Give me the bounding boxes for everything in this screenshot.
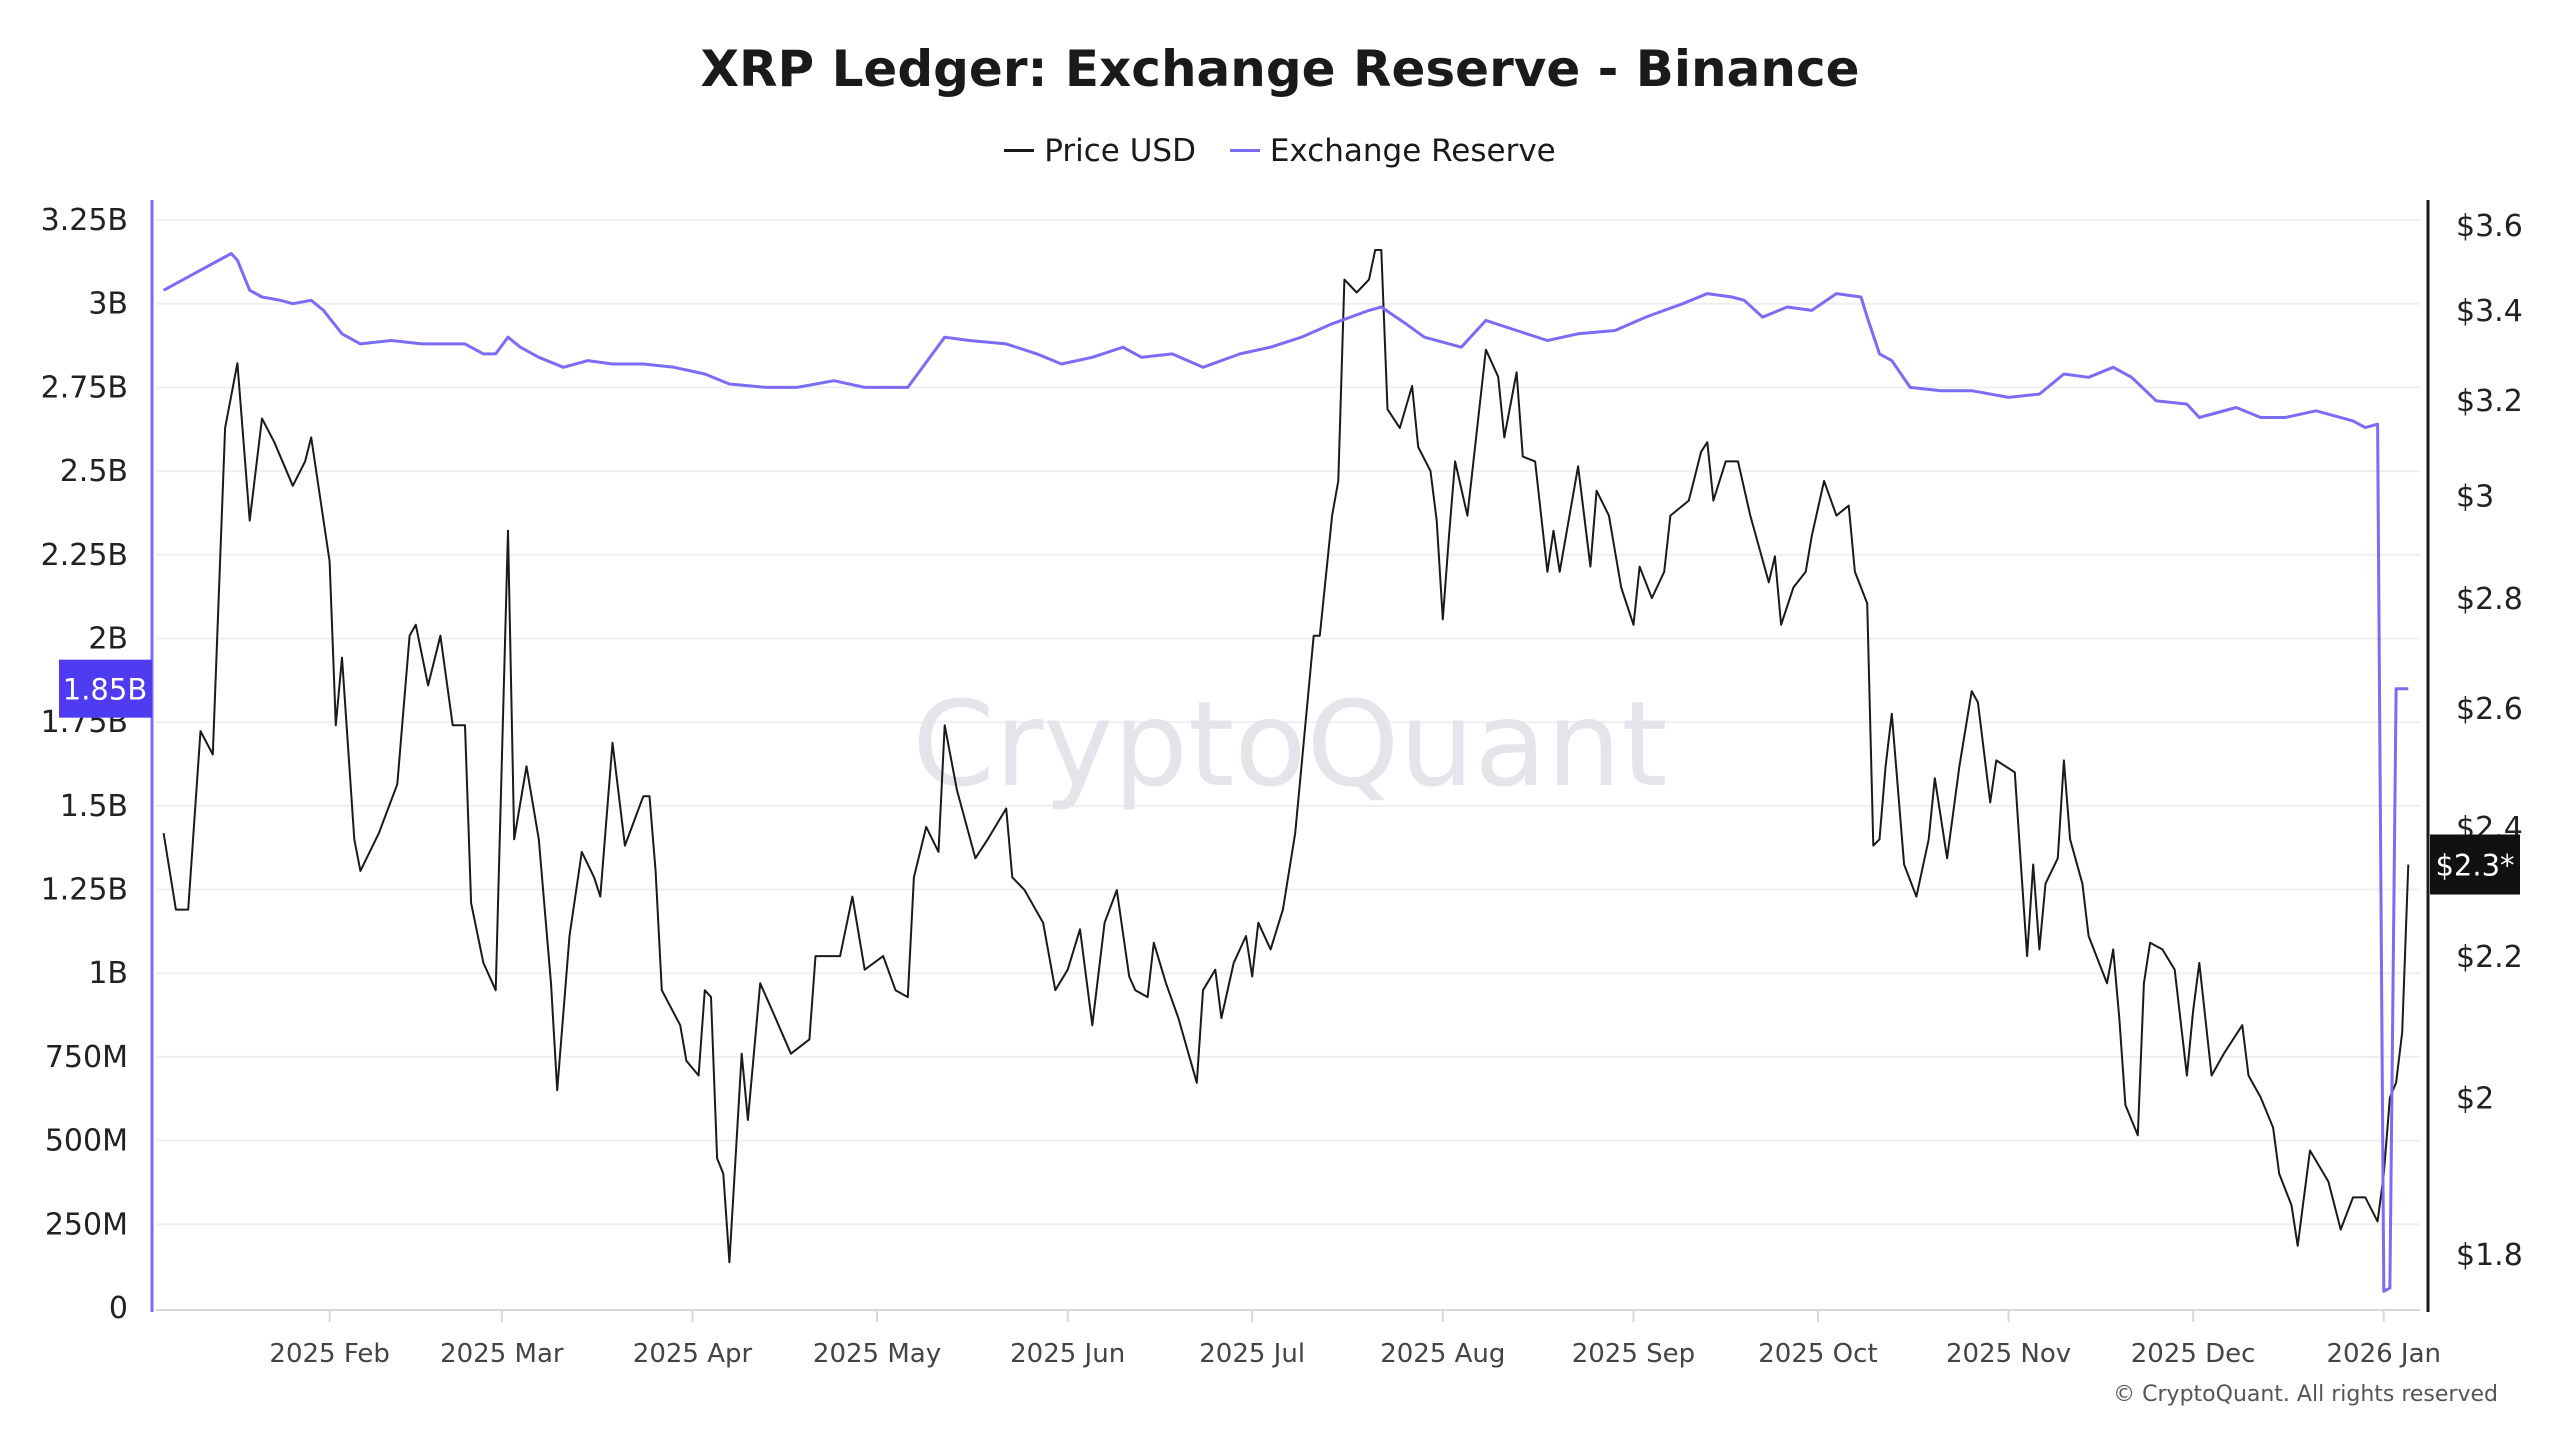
price-current-label: $2.3* — [2435, 849, 2514, 883]
x-tick-label: 2025 Apr — [633, 1339, 753, 1369]
x-tick-label: 2025 May — [813, 1339, 941, 1369]
watermark: CryptoQuant — [912, 675, 1667, 813]
x-tick-label: 2025 Mar — [440, 1339, 564, 1369]
right-tick-label: $3 — [2456, 480, 2494, 515]
legend-swatch-reserve — [1229, 149, 1260, 152]
left-tick-label: 2.5B — [60, 454, 128, 489]
legend-label-reserve: Exchange Reserve — [1269, 132, 1556, 169]
price-usd-line — [162, 249, 2410, 1264]
right-tick-label: $2.2 — [2456, 940, 2523, 975]
right-tick-label: $1.8 — [2456, 1238, 2523, 1273]
left-tick-label: 1.5B — [60, 789, 128, 824]
left-tick-label: 3B — [88, 287, 128, 322]
price-current-badge — [2430, 834, 2520, 895]
left-tick-label: 2B — [88, 621, 128, 656]
chart-title: XRP Ledger: Exchange Reserve - Binance — [700, 40, 1860, 98]
copyright: © CryptoQuant. All rights reserved — [2113, 1382, 2498, 1407]
legend: Price USD Exchange Reserve — [0, 124, 2560, 169]
left-tick-label: 3.25B — [41, 203, 128, 238]
right-tick-label: $2 — [2456, 1082, 2494, 1117]
exchange-reserve-line — [162, 252, 2409, 1293]
left-tick-label: 1.25B — [41, 873, 128, 908]
left-tick-label: 750M — [45, 1040, 128, 1075]
reserve-current-label: 1.85B — [63, 673, 147, 707]
left-tick-label: 0 — [109, 1291, 128, 1326]
left-tick-label: 250M — [45, 1207, 128, 1242]
x-tick-label: 2025 Aug — [1380, 1339, 1505, 1369]
reserve-current-badge — [59, 659, 152, 718]
x-tick-label: 2025 Oct — [1758, 1339, 1877, 1369]
x-tick-label: 2025 Sep — [1572, 1339, 1695, 1369]
right-tick-label: $3.2 — [2456, 384, 2523, 419]
x-tick-label: 2025 Jul — [1199, 1339, 1305, 1369]
legend-label-price: Price USD — [1044, 132, 1196, 169]
legend-item-reserve[interactable]: Exchange Reserve — [1229, 132, 1556, 169]
left-tick-label: 500M — [45, 1124, 128, 1159]
left-tick-label: 2.25B — [41, 538, 128, 573]
x-tick-label: 2025 Nov — [1946, 1339, 2071, 1369]
x-tick-label: 2025 Jun — [1010, 1339, 1125, 1369]
right-tick-label: $3.6 — [2456, 209, 2523, 244]
legend-swatch-price — [1004, 149, 1035, 152]
x-tick-label: 2025 Dec — [2131, 1339, 2256, 1369]
right-tick-label: $2.6 — [2456, 692, 2523, 727]
legend-item-price[interactable]: Price USD — [1004, 133, 1196, 169]
left-tick-label: 1B — [88, 956, 128, 991]
x-tick-label: 2026 Jan — [2326, 1339, 2441, 1369]
right-tick-label: $3.4 — [2456, 294, 2523, 329]
x-tick-label: 2025 Feb — [269, 1339, 389, 1369]
right-tick-label: $2.8 — [2456, 582, 2523, 617]
left-tick-label: 2.75B — [41, 370, 128, 405]
